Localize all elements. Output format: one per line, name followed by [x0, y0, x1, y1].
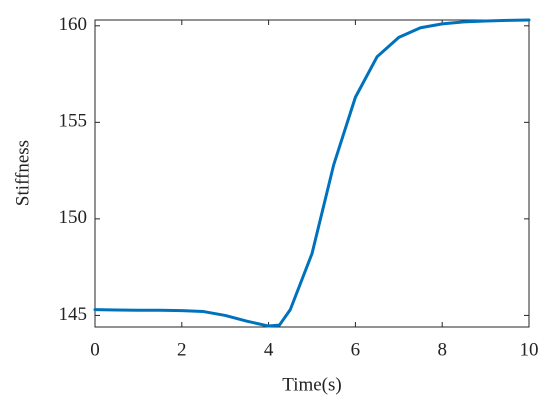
x-axis-label: Time(s) [282, 374, 341, 395]
x-tick-label: 6 [351, 339, 361, 360]
y-tick-label: 160 [59, 14, 88, 35]
x-tick-label: 4 [264, 339, 274, 360]
y-axis-label: Stiffness [12, 140, 33, 206]
data-line [93, 18, 531, 328]
plot-area [94, 19, 530, 328]
x-tick-label: 8 [437, 339, 447, 360]
y-tick-label: 145 [59, 304, 88, 325]
y-tick-label: 150 [59, 207, 88, 228]
y-tick-label: 155 [59, 111, 88, 132]
x-tick-label: 0 [90, 339, 100, 360]
x-tick-label: 2 [177, 339, 187, 360]
x-tick-label: 10 [520, 339, 539, 360]
